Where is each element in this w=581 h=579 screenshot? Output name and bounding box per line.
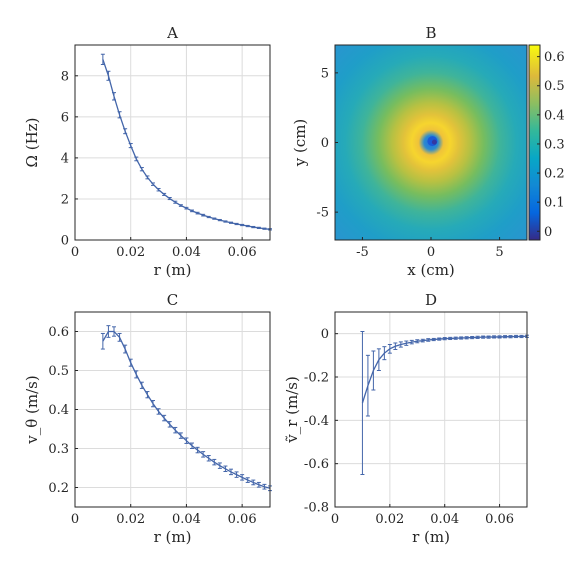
colorbar-tick-label: 0.2: [544, 167, 565, 182]
panel-c-x-axis-label: r (m): [154, 528, 192, 546]
panel-a-x-tick-label: 0.02: [116, 245, 145, 260]
panel-a-y-axis-label: Ω (Hz): [23, 118, 41, 168]
panel-a-x-tick-label: 0: [71, 245, 79, 260]
panel-b-x-axis-label: x (cm): [407, 261, 455, 279]
panel-a-title: A: [166, 24, 178, 42]
panel-c-y-tick-label: 0.2: [48, 481, 69, 496]
panel-b-y-tick-label: -5: [316, 206, 329, 221]
panel-b-heatmap-core-dark: [431, 139, 437, 145]
panel-a-y-tick-label: 6: [61, 110, 69, 125]
panel-d-y-tick-label: -0.2: [304, 371, 329, 386]
panel-c-y-tick-label: 0.5: [48, 364, 69, 379]
panel-a-y-tick-label: 8: [61, 69, 69, 84]
panel-a-y-tick-label: 2: [61, 192, 69, 207]
panel-a-y-tick-label: 0: [61, 234, 69, 249]
panel-a-x-tick-label: 0.04: [172, 245, 201, 260]
panel-d-x-axis-label: r (m): [412, 528, 450, 546]
panel-a-plot-area: [75, 45, 270, 240]
colorbar-tick-label: 0: [544, 225, 552, 240]
panel-d-y-tick-label: -0.6: [304, 457, 329, 472]
colorbar-tick-label: 0.1: [544, 196, 565, 211]
panel-d-x-tick-label: 0.06: [485, 512, 514, 527]
panel-d-axes-frame: [334, 311, 528, 508]
plot-layer: 0 0.02 0.04 0.06 0 2 4 6 8 Ar (m) Ω (Hz) -5 0 5 -5 0 5 Bx…: [23, 24, 565, 546]
panel-d-y-tick-label: -0.8: [304, 501, 329, 516]
panel-c-title: C: [167, 291, 178, 309]
panel-b-heatmap-group: [335, 45, 527, 240]
panel-d-series-line: [361, 335, 528, 404]
panel-a-series-line: [102, 59, 271, 230]
panel-c-y-axis-label: v_θ (m/s): [23, 375, 41, 444]
panel-c-x-tick-label: 0.04: [172, 512, 201, 527]
panel-c-y-tick-label: 0.3: [48, 442, 69, 457]
panel-b-title: B: [425, 24, 436, 42]
panel-d-x-tick-label: 0: [331, 512, 339, 527]
panel-d-plot-area: [335, 312, 527, 507]
panel-b-x-tick-label: 0: [427, 245, 435, 260]
panel-c-x-tick-label: 0: [71, 512, 79, 527]
panel-b-x-tick-label: 5: [495, 245, 503, 260]
panel-a-y-tick-label: 4: [61, 151, 69, 166]
panel-d-x-tick-label: 0.04: [430, 512, 459, 527]
panel-a-x-tick-label: 0.06: [228, 245, 257, 260]
colorbar-tick-label: 0.4: [544, 108, 565, 123]
panel-b-y-tick-label: 0: [321, 136, 329, 151]
panel-d-y-tick-label: -0.4: [304, 414, 329, 429]
panel-c-y-tick-label: 0.4: [48, 403, 69, 418]
panel-d-y-axis-label: ṽ_r (m/s): [283, 376, 301, 444]
panel-c-y-tick-label: 0.6: [48, 325, 69, 340]
panel-d-y-tick-label: 0: [321, 327, 329, 342]
panel-d-title: D: [425, 291, 437, 309]
panel-c-x-tick-label: 0.06: [228, 512, 257, 527]
panel-a-axes-frame: [74, 44, 271, 241]
panel-d-x-tick-label: 0.02: [375, 512, 404, 527]
panel-b-x-tick-label: -5: [356, 245, 369, 260]
panel-a-x-axis-label: r (m): [154, 261, 192, 279]
panel-c-series-line: [102, 330, 271, 489]
colorbar: [528, 44, 541, 241]
colorbar-tick-label: 0.3: [544, 137, 565, 152]
panel-c-x-tick-label: 0.02: [116, 512, 145, 527]
colorbar-tick-label: 0.5: [544, 79, 565, 94]
colorbar-tick-label: 0.6: [544, 50, 565, 65]
panel-b-y-axis-label: y (cm): [291, 119, 309, 168]
panel-b-y-tick-label: 5: [321, 66, 329, 81]
